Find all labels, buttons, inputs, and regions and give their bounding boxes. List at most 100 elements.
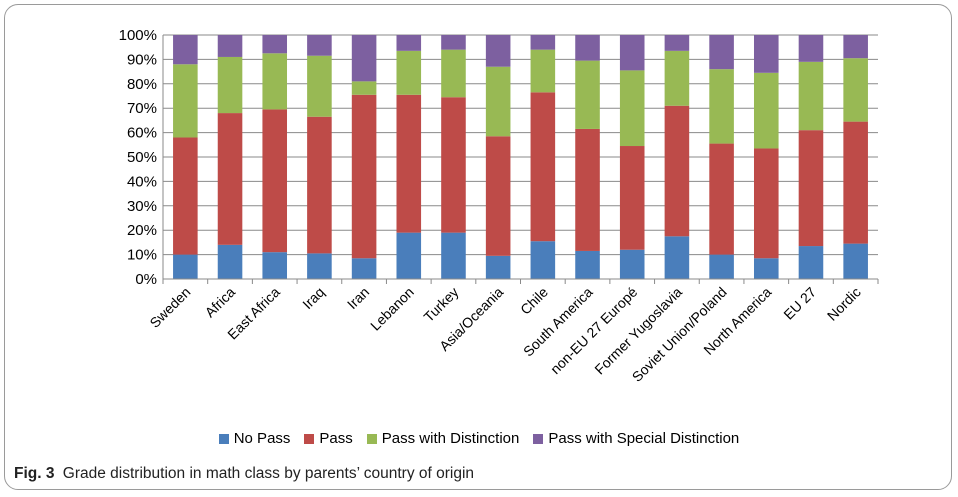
y-tick-label: 10% — [127, 247, 157, 264]
bar-no-pass-iraq — [307, 253, 332, 279]
y-tick-label: 70% — [127, 100, 157, 117]
bar-no-pass-iran — [351, 258, 377, 279]
bar-pass-with-special-distinction-eu-27 — [798, 35, 824, 62]
y-tick-label: 100% — [119, 27, 157, 44]
bar-no-pass-turkey — [441, 232, 466, 279]
figure-caption: Fig. 3 Grade distribution in math class … — [14, 465, 474, 483]
legend-label-no-pass: No Pass — [233, 430, 291, 447]
bar-no-pass-south-america — [575, 250, 600, 279]
legend-label-pass-with-special-distinction: Pass with Special Distinction — [548, 430, 740, 447]
legend-label-pass: Pass — [319, 430, 353, 447]
bar-no-pass-former-yugoslavia — [664, 236, 690, 279]
bar-pass-soviet-union-poland — [709, 143, 734, 255]
bar-no-pass-east-africa — [262, 252, 288, 279]
legend-item-pass-with-distinction: Pass with Distinction — [366, 430, 519, 447]
figure-frame — [4, 4, 952, 490]
bar-pass-with-special-distinction-lebanon — [396, 35, 422, 51]
bar-pass-with-special-distinction-sweden — [173, 35, 198, 65]
bar-pass-former-yugoslavia — [664, 105, 690, 237]
bar-pass-with-distinction-turkey — [441, 49, 466, 98]
bar-pass-with-distinction-east-africa — [262, 53, 288, 110]
bar-pass-eu-27 — [798, 130, 824, 247]
bar-no-pass-soviet-union-poland — [709, 254, 734, 279]
bar-no-pass-asia-oceania — [485, 255, 511, 279]
legend-item-pass-with-special-distinction: Pass with Special Distinction — [533, 430, 739, 447]
legend-swatch-pass — [304, 433, 315, 444]
bar-no-pass-chile — [530, 241, 556, 279]
x-tick-label: Africa — [202, 284, 239, 321]
bar-pass-with-special-distinction-east-africa — [262, 35, 288, 54]
bar-no-pass-sweden — [173, 254, 198, 279]
bar-no-pass-north-america — [753, 258, 779, 279]
bar-no-pass-africa — [217, 244, 243, 279]
bar-pass-with-special-distinction-non-eu-27-europ — [619, 35, 645, 71]
bar-pass-with-distinction-non-eu-27-europ — [619, 70, 645, 147]
bar-pass-chile — [530, 92, 556, 242]
bars — [173, 35, 868, 279]
y-tick-label: 0% — [135, 271, 157, 288]
bar-pass-sweden — [173, 137, 198, 255]
bar-no-pass-eu-27 — [798, 246, 824, 279]
bar-pass-with-special-distinction-soviet-union-poland — [709, 35, 734, 70]
bar-pass-with-distinction-south-america — [575, 60, 600, 129]
y-tick-label: 30% — [127, 198, 157, 215]
caption-text: Grade distribution in math class by pare… — [62, 465, 475, 482]
x-tick-label: Lebanon — [367, 284, 417, 334]
bar-pass-africa — [217, 113, 243, 245]
x-tick-label: Iran — [344, 284, 372, 312]
legend-item-pass: Pass — [304, 430, 353, 447]
bar-pass-with-distinction-chile — [530, 49, 556, 93]
bar-pass-with-distinction-sweden — [173, 64, 198, 138]
caption-label: Fig. 3 — [14, 465, 55, 482]
bar-pass-east-africa — [262, 109, 288, 253]
y-tick-label: 80% — [127, 76, 157, 93]
bar-pass-with-distinction-asia-oceania — [485, 66, 511, 137]
x-tick-label: EU 27 — [780, 284, 819, 323]
bar-pass-with-special-distinction-former-yugoslavia — [664, 35, 690, 51]
bar-pass-non-eu-27-europ — [619, 146, 645, 250]
bar-pass-with-distinction-africa — [217, 56, 243, 114]
bar-pass-turkey — [441, 97, 466, 233]
bar-pass-with-special-distinction-north-america — [753, 35, 779, 73]
x-tick-label: Iraq — [299, 284, 327, 312]
legend-swatch-pass-with-distinction — [366, 433, 377, 444]
legend-swatch-pass-with-special-distinction — [533, 433, 544, 444]
bar-pass-nordic — [843, 121, 868, 244]
bar-pass-with-distinction-lebanon — [396, 50, 422, 95]
bar-pass-asia-oceania — [485, 136, 511, 256]
y-tick-label: 90% — [127, 51, 157, 68]
axes — [162, 35, 879, 284]
legend-item-no-pass: No Pass — [218, 430, 291, 447]
x-tick-label: Sweden — [146, 284, 193, 331]
bar-pass-with-special-distinction-africa — [217, 35, 243, 57]
bar-pass-with-distinction-eu-27 — [798, 61, 824, 131]
bar-pass-with-special-distinction-iraq — [307, 35, 332, 56]
y-tick-label: 20% — [127, 222, 157, 239]
legend-swatch-no-pass — [218, 433, 229, 444]
y-tick-labels: 0% 10% 20% 30% 40% 50% 60% 70% 80% 90% 100% — [119, 27, 157, 288]
y-tick-label: 50% — [127, 149, 157, 166]
bar-pass-with-distinction-nordic — [843, 58, 868, 122]
bar-pass-with-special-distinction-nordic — [843, 35, 868, 59]
bar-pass-south-america — [575, 128, 600, 251]
bar-pass-with-distinction-iraq — [307, 55, 332, 117]
bar-pass-with-special-distinction-asia-oceania — [485, 35, 511, 67]
x-tick-label: Nordic — [824, 284, 864, 324]
bar-pass-with-special-distinction-turkey — [441, 35, 466, 50]
y-tick-label: 40% — [127, 173, 157, 190]
bar-pass-with-distinction-iran — [351, 81, 377, 95]
bar-pass-with-distinction-former-yugoslavia — [664, 50, 690, 106]
bar-pass-lebanon — [396, 94, 422, 233]
y-tick-label: 60% — [127, 125, 157, 142]
x-tick-label: Chile — [517, 284, 551, 318]
bar-pass-with-distinction-north-america — [753, 72, 779, 149]
bar-pass-with-special-distinction-iran — [351, 35, 377, 82]
bar-no-pass-lebanon — [396, 232, 422, 279]
bar-pass-with-distinction-soviet-union-poland — [709, 69, 734, 144]
x-tick-label: Turkey — [420, 284, 461, 325]
bar-pass-iran — [351, 94, 377, 259]
bar-pass-iraq — [307, 116, 332, 254]
legend: No Pass Pass Pass with Distinction Pass … — [0, 430, 958, 447]
